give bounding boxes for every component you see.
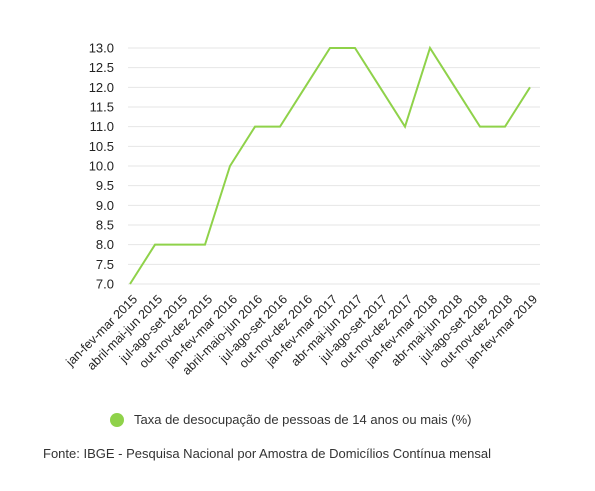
y-tick-label: 7.0 — [96, 277, 114, 292]
y-tick-label: 8.0 — [96, 237, 114, 252]
source-note: Fonte: IBGE - Pesquisa Nacional por Amos… — [43, 446, 491, 461]
y-tick-label: 7.5 — [96, 257, 114, 272]
y-tick-label: 11.0 — [90, 119, 114, 134]
series-lines — [129, 45, 531, 285]
y-tick-label: 12.0 — [89, 80, 114, 95]
y-tick-label: 11.5 — [90, 100, 114, 115]
y-tick-label: 8.5 — [96, 218, 114, 233]
grid-lines — [128, 47, 540, 285]
y-tick-label: 13.0 — [89, 41, 114, 56]
y-tick-label: 12.5 — [89, 60, 114, 75]
legend-swatch — [110, 412, 124, 427]
y-tick-label: 9.5 — [96, 178, 114, 193]
legend-label: Taxa de desocupação de pessoas de 14 ano… — [134, 412, 472, 427]
line-chart: 7.0 7.5 8.0 8.5 9.0 9.5 10.0 10.5 11.0 11.5 12.0 12… — [63, 41, 540, 378]
series-line — [129, 45, 531, 285]
y-tick-label: 10.5 — [89, 139, 114, 154]
legend: Taxa de desocupação de pessoas de 14 ano… — [110, 412, 472, 427]
y-tick-label: 9.0 — [96, 198, 114, 213]
y-axis-ticks: 7.0 7.5 8.0 8.5 9.0 9.5 10.0 10.5 11.0 11.5 12.0 12… — [89, 41, 114, 292]
y-tick-label: 10.0 — [89, 159, 114, 174]
